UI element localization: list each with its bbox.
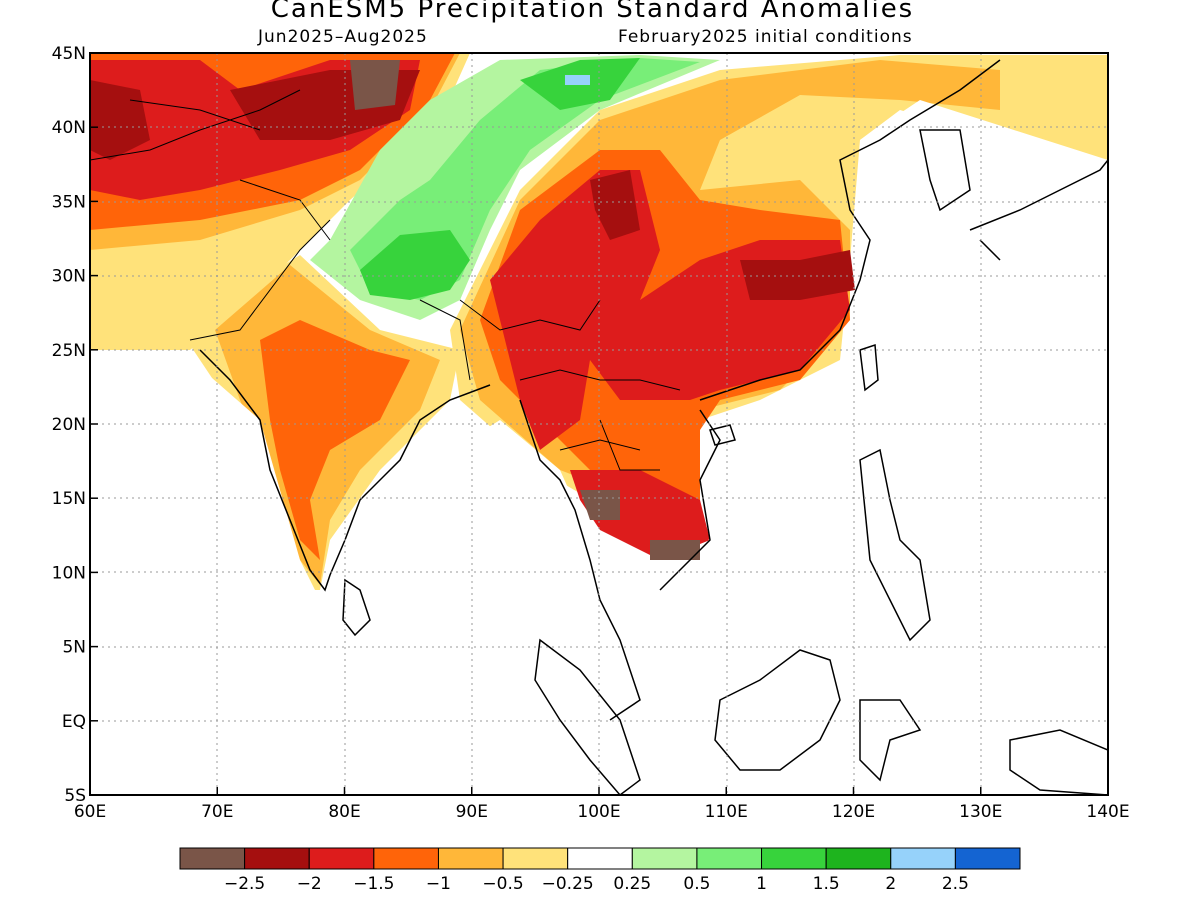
colorbar-label: 1.5 xyxy=(813,874,840,894)
gridlines xyxy=(90,53,1108,795)
lat-label: 15N xyxy=(52,489,86,509)
colorbar-swatch xyxy=(825,847,892,870)
lon-label: 140E xyxy=(1086,802,1129,822)
strongest-dry-3 xyxy=(650,540,700,560)
lon-label: 60E xyxy=(74,802,106,822)
lat-label: EQ xyxy=(62,712,86,732)
lat-label: 25N xyxy=(52,341,86,361)
very-dry-core-4 xyxy=(740,250,855,300)
lon-label: 110E xyxy=(705,802,748,822)
map-title: CanESM5 Precipitation Standard Anomalies xyxy=(270,0,915,24)
lon-label: 70E xyxy=(201,802,233,822)
colorbar-swatch xyxy=(502,847,569,870)
colorbar-label: −1 xyxy=(426,874,451,894)
colorbar-label: −0.25 xyxy=(542,874,594,894)
colorbar-swatch xyxy=(954,847,1021,870)
colorbar-label: 0.5 xyxy=(683,874,710,894)
indochina-coast xyxy=(519,399,721,721)
mod-dry-india xyxy=(260,320,410,560)
sri-lanka xyxy=(342,578,371,637)
lat-label: 30N xyxy=(52,267,86,287)
colorbar-labels: −2.5 −2 −1.5 −1 −0.5 −0.25 0.25 0.5 1 1.5 2 2.5 xyxy=(224,874,969,894)
very-dry-core-3 xyxy=(590,170,640,240)
colorbar-swatch xyxy=(890,847,956,870)
lon-label: 90E xyxy=(456,802,488,822)
lon-label: 120E xyxy=(832,802,875,822)
colorbar-label: 0.25 xyxy=(613,874,651,894)
colorbar-swatch xyxy=(179,847,246,870)
coastlines xyxy=(90,59,1108,795)
colorbar-label: 2.5 xyxy=(942,874,969,894)
lon-label: 80E xyxy=(328,802,360,822)
lat-label: 35N xyxy=(52,192,86,212)
colorbar-label: −0.5 xyxy=(482,874,523,894)
japan xyxy=(969,159,1108,261)
lon-label: 130E xyxy=(959,802,1002,822)
lat-label: 20N xyxy=(52,415,86,435)
taiwan xyxy=(859,343,879,392)
sulawesi xyxy=(859,699,922,782)
colorbar-swatch xyxy=(567,847,633,870)
colorbar-swatch xyxy=(631,847,698,870)
colorbar-boxes xyxy=(179,847,1021,870)
forecast-period: Jun2025–Aug2025 xyxy=(258,27,428,47)
lat-label: 10N xyxy=(52,563,86,583)
colorbar-label: −2 xyxy=(297,874,322,894)
initial-conditions: February2025 initial conditions xyxy=(618,27,913,47)
korea xyxy=(919,129,971,212)
colorbar-label: −1.5 xyxy=(353,874,394,894)
philippines xyxy=(859,448,931,642)
colorbar-label: −2.5 xyxy=(224,874,265,894)
lat-label: 5S xyxy=(64,786,86,806)
hainan xyxy=(709,424,736,446)
colorbar-swatch xyxy=(437,847,504,870)
wet-core-tibet xyxy=(360,230,470,300)
axis-labels: 60E 70E 80E 90E 100E 110E 120E 130E 140E 45N 40N 35… xyxy=(52,44,1130,822)
strong-wet-spot xyxy=(565,75,590,85)
sumatra xyxy=(534,638,641,795)
colorbar-swatch xyxy=(373,847,439,870)
new-guinea xyxy=(1009,729,1108,795)
colorbar-swatch xyxy=(308,847,375,870)
lat-label: 40N xyxy=(52,118,86,138)
lat-label: 45N xyxy=(52,44,86,64)
very-dry-core-1 xyxy=(90,80,150,160)
colorbar-swatch xyxy=(696,847,763,870)
china-coast xyxy=(699,59,1001,401)
lon-label: 100E xyxy=(577,802,620,822)
strongest-dry-1 xyxy=(350,60,400,110)
lat-label: 5N xyxy=(62,638,86,658)
india-coast xyxy=(199,349,491,592)
colorbar-label: 2 xyxy=(885,874,896,894)
colorbar-swatch xyxy=(244,847,310,870)
colorbar-swatch xyxy=(761,847,827,870)
country-borders xyxy=(90,89,681,471)
colorbar-label: 1 xyxy=(756,874,767,894)
